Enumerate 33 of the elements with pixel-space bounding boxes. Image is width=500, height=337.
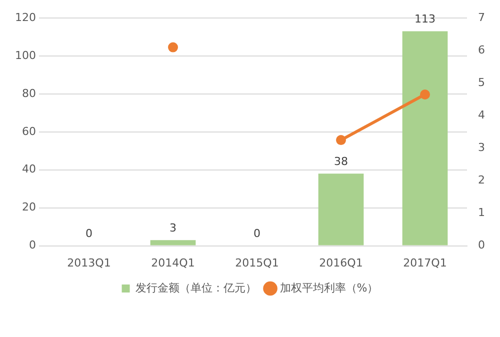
y2-tick-label: 6 [478, 43, 485, 56]
point [420, 89, 430, 100]
x-tick-label: 2015Q1 [235, 256, 279, 270]
y2-tick-label: 2 [478, 174, 485, 187]
x-tick-label: 2014Q1 [151, 256, 195, 270]
data-label: 113 [414, 12, 436, 26]
point [168, 42, 178, 52]
y2-tick-label: 5 [478, 76, 485, 89]
y-tick-label: 100 [14, 48, 36, 62]
data-label: 0 [85, 227, 92, 240]
y2-tick-label: 7 [478, 10, 485, 24]
y2-tick-label: 1 [478, 206, 485, 220]
y-tick-label: 0 [28, 238, 36, 252]
legend-label: 加权平均利率（%） [280, 281, 378, 294]
bar [150, 240, 196, 246]
y2-tick-label: 0 [478, 238, 485, 252]
data-label: 0 [254, 227, 260, 240]
bar [318, 174, 364, 246]
x-tick-label: 2017Q1 [403, 256, 447, 270]
y-tick-label: 80 [22, 86, 36, 100]
y-tick-label: 120 [14, 10, 36, 24]
bar [402, 31, 448, 246]
y2-tick-label: 3 [478, 141, 485, 154]
x-tick-label: 2016Q1 [319, 256, 363, 270]
point [336, 135, 346, 146]
legend-label: 发行金额（单位：亿元） [135, 281, 256, 294]
data-label: 3 [169, 221, 176, 234]
x-tick-label: 2013Q1 [67, 256, 111, 270]
y-tick-label: 20 [22, 200, 36, 214]
y-tick-label: 60 [22, 124, 36, 138]
y-tick-label: 40 [22, 162, 36, 176]
y2-tick-label: 4 [478, 108, 485, 122]
data-label: 38 [334, 155, 348, 168]
